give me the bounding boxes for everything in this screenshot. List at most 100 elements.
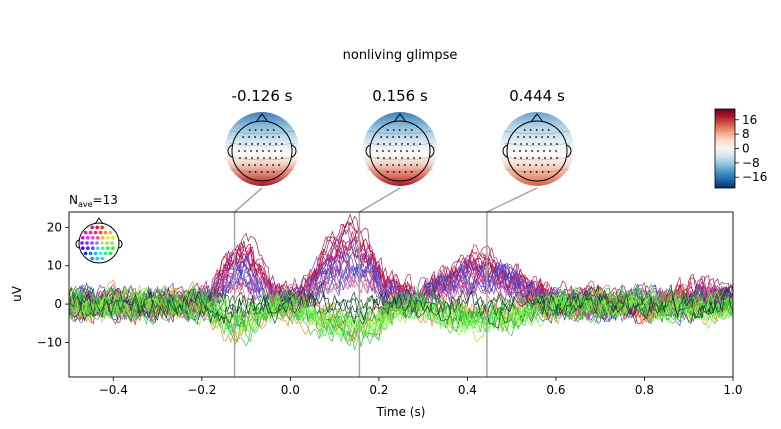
y-tick-label: 10 <box>47 259 62 273</box>
topomap-field <box>363 112 437 186</box>
sensor-dot <box>553 136 555 138</box>
sensor-dot <box>523 171 526 173</box>
sensor-dot <box>404 136 406 138</box>
sensor-location-dot <box>83 230 88 235</box>
nave-label: Nave=13 <box>69 193 118 209</box>
ear-outline <box>227 144 233 158</box>
sensor-dot <box>413 143 415 145</box>
sensor-location-dot <box>103 230 108 235</box>
y-axis-label: uV <box>10 285 24 302</box>
sensor-location-dot <box>96 236 100 240</box>
sensor-dot <box>272 171 275 173</box>
sensor-dot <box>263 157 265 159</box>
topomaps <box>225 112 574 186</box>
sensor-dot <box>550 143 552 145</box>
sensor-dot <box>275 143 277 145</box>
sensor-dot <box>239 157 241 159</box>
sensor-dot <box>547 171 550 173</box>
sensor-dot <box>248 129 251 131</box>
sensor-location-dot <box>95 241 99 245</box>
sensor-dot <box>538 143 540 145</box>
sensor-dot <box>535 136 537 138</box>
topomap-field <box>225 112 299 186</box>
sensor-dot <box>526 143 528 145</box>
sensor-dot <box>529 171 532 173</box>
x-tick-label: 0.2 <box>369 383 388 397</box>
head-outline <box>231 120 293 182</box>
sensor-dot <box>418 150 420 152</box>
sensor-dot <box>272 136 274 138</box>
sensor-dot <box>556 157 558 159</box>
sensor-dot <box>404 164 406 166</box>
time-marker-lines <box>233 212 488 377</box>
topomap <box>500 112 574 186</box>
topomap-contour <box>503 142 571 147</box>
trace-line <box>69 282 733 342</box>
sensor-dot <box>541 164 543 166</box>
sensor-dot <box>535 129 538 131</box>
sensor-dot <box>419 143 421 145</box>
ear-outline <box>502 144 508 158</box>
sensor-dot <box>407 157 409 159</box>
sensor-dot <box>395 143 397 145</box>
y-tick-label: −10 <box>37 335 62 349</box>
colorbar-bar <box>714 108 736 189</box>
sensor-dot <box>250 150 252 152</box>
sensor-dot <box>400 150 402 152</box>
sensor-dot <box>269 143 271 145</box>
inset-ear-outline <box>75 239 80 249</box>
sensor-dot <box>398 171 401 173</box>
sensor-location-dot <box>83 251 88 256</box>
sensor-dot <box>520 143 522 145</box>
sensor-dot <box>410 164 412 166</box>
sensor-dot <box>392 164 394 166</box>
sensor-location-dot <box>81 236 85 240</box>
trace-line <box>69 282 733 329</box>
sensor-dot <box>392 171 395 173</box>
sensor-dot <box>274 150 276 152</box>
topomap-contour <box>503 130 571 135</box>
sensor-dot <box>244 150 246 152</box>
sensor-dot <box>407 143 409 145</box>
sensor-dot <box>238 150 240 152</box>
topomap-connectors <box>234 187 538 213</box>
sensor-dot <box>392 129 395 131</box>
head-outline <box>506 120 568 182</box>
sensor-location-dot <box>105 241 109 245</box>
sensor-dot <box>419 157 421 159</box>
sensor-location-dot <box>80 241 84 245</box>
y-tick-label: 20 <box>47 220 62 234</box>
sensor-dot <box>254 136 256 138</box>
x-tick-label: −0.4 <box>99 383 128 397</box>
topomap-contour <box>503 156 571 161</box>
sensor-dot <box>416 136 418 138</box>
colorbar-tick-label: 0 <box>742 142 750 156</box>
sensor-dot <box>386 164 388 166</box>
sensor-dot <box>404 171 407 173</box>
sensor-dot <box>526 157 528 159</box>
sensor-dot <box>272 129 275 131</box>
sensor-location-dot <box>90 225 94 230</box>
colorbar-tick-label: 16 <box>742 113 757 127</box>
sensor-location-dot <box>90 256 94 261</box>
x-tick-label: 0.6 <box>546 383 565 397</box>
x-axis-label: Time (s) <box>376 405 426 419</box>
sensor-dot <box>525 150 527 152</box>
topomap-connector <box>359 187 401 213</box>
sensor-dot <box>537 150 539 152</box>
sensor-dot <box>254 164 256 166</box>
ear-outline <box>566 144 572 158</box>
sensor-dot <box>416 164 418 166</box>
sensor-dot <box>278 164 280 166</box>
topomap-connector <box>234 187 263 213</box>
nose-outline <box>255 113 269 123</box>
x-tick-label: 0.4 <box>458 383 477 397</box>
topomap-field <box>500 112 574 186</box>
sensor-dot <box>266 136 268 138</box>
sensor-dot <box>547 164 549 166</box>
topomap-title: 0.156 s <box>372 87 428 105</box>
sensor-dot <box>376 150 378 152</box>
sensor-dot <box>386 136 388 138</box>
